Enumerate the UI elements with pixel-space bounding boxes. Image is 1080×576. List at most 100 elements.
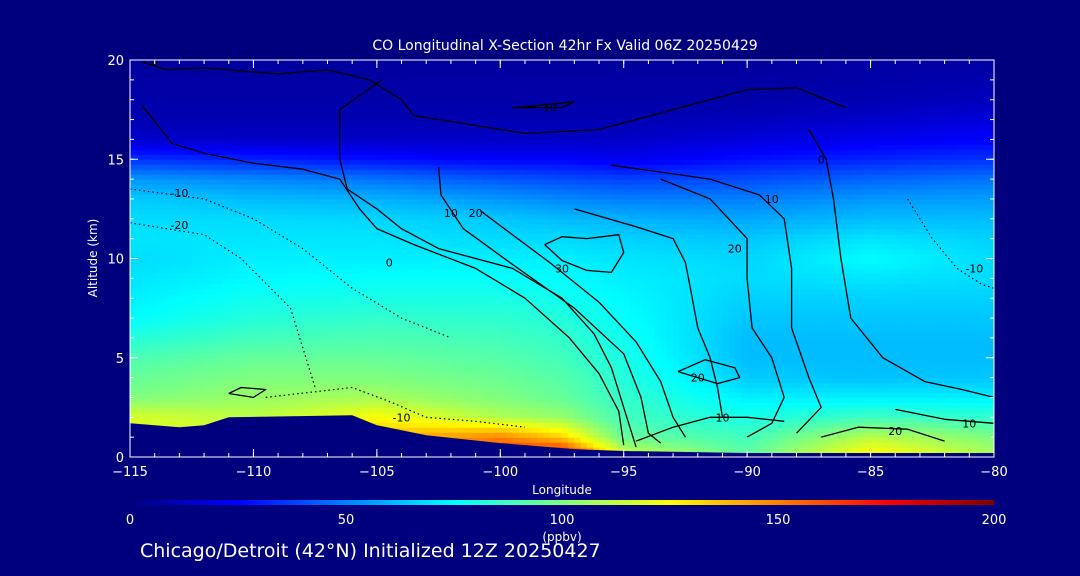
heat-cell (296, 213, 304, 220)
heat-cell (290, 397, 298, 404)
heat-cell (247, 174, 255, 180)
heat-cell (247, 362, 255, 369)
heat-cell (160, 303, 168, 309)
heat-cell (148, 347, 156, 354)
heat-cell (426, 193, 433, 200)
heat-cell (253, 119, 261, 126)
heat-cell (160, 149, 168, 155)
heat-cell (136, 337, 143, 344)
heat-cell (432, 288, 440, 294)
heat-cell (506, 283, 514, 289)
heat-cell (420, 164, 427, 170)
heat-cell (376, 218, 384, 225)
heat-cell (407, 213, 415, 220)
heat-cell (358, 203, 366, 210)
heat-cell (265, 159, 273, 165)
heat-cell (450, 298, 458, 304)
heat-cell (284, 323, 292, 329)
heat-cell (130, 347, 137, 354)
heat-cell (469, 352, 477, 359)
heat-cell (308, 337, 316, 344)
heat-cell (210, 392, 217, 399)
heat-cell (401, 233, 409, 240)
heat-cell (222, 184, 230, 190)
heat-cell (463, 109, 471, 116)
heat-cell (469, 367, 477, 374)
heat-cell (364, 134, 372, 140)
heat-cell (284, 308, 292, 314)
heat-cell (407, 69, 415, 76)
heat-cell (154, 233, 162, 240)
heat-cell (457, 248, 464, 255)
heat-cell (185, 288, 193, 294)
heat-cell (154, 198, 162, 205)
heat-cell (315, 169, 322, 175)
heat-cell (500, 184, 508, 190)
heat-cell (475, 213, 483, 220)
heat-cell (426, 352, 433, 359)
heat-cell (216, 342, 224, 349)
heat-cell (197, 392, 205, 399)
heat-cell (173, 422, 180, 428)
heat-cell (222, 238, 230, 245)
heat-cell (179, 253, 187, 260)
heat-cell (481, 94, 489, 101)
heat-cell (481, 238, 489, 245)
heat-cell (228, 179, 236, 185)
heat-cell (389, 377, 396, 384)
heat-cell (290, 223, 298, 230)
heat-cell (352, 288, 359, 294)
heat-cell (481, 208, 489, 215)
heat-cell (234, 64, 242, 71)
heat-cell (494, 60, 501, 66)
heat-cell (271, 303, 279, 309)
heat-cell (469, 89, 477, 96)
heat-cell (259, 308, 267, 314)
heat-cell (376, 139, 384, 145)
heat-cell (481, 99, 489, 106)
heat-cell (160, 109, 168, 116)
heat-cell (253, 318, 261, 324)
heat-cell (154, 248, 162, 255)
heat-cell (148, 377, 156, 384)
heat-cell (296, 342, 304, 349)
heat-cell (333, 228, 341, 235)
heat-cell (426, 119, 433, 126)
heat-cell (420, 159, 427, 165)
heat-cell (407, 313, 415, 319)
heat-cell (136, 288, 143, 294)
heat-cell (210, 99, 217, 106)
heat-cell (284, 144, 292, 150)
heat-cell (376, 288, 384, 294)
heat-cell (216, 332, 224, 339)
heat-cell (333, 79, 341, 86)
heat-cell (469, 174, 477, 180)
heat-cell (432, 169, 440, 175)
heat-cell (358, 213, 366, 220)
heat-cell (136, 263, 143, 270)
heat-cell (395, 198, 403, 205)
heat-cell (420, 129, 427, 136)
heat-cell (278, 99, 285, 106)
heat-cell (327, 243, 335, 250)
heat-cell (154, 422, 162, 428)
heat-cell (222, 223, 230, 230)
heat-cell (383, 372, 390, 379)
heat-cell (438, 109, 446, 116)
heat-cell (358, 397, 366, 404)
heat-cell (247, 243, 255, 250)
heat-cell (154, 397, 162, 404)
heat-cell (278, 174, 285, 180)
heat-cell (487, 233, 495, 240)
heat-cell (278, 352, 285, 359)
heat-cell (142, 154, 150, 160)
heat-cell (130, 64, 137, 71)
heat-cell (389, 174, 396, 180)
heat-cell (278, 323, 285, 329)
heat-cell (130, 233, 137, 240)
heat-cell (130, 258, 137, 265)
heat-cell (352, 189, 359, 195)
heat-cell (265, 412, 273, 418)
heat-cell (389, 169, 396, 175)
heat-cell (383, 149, 390, 155)
